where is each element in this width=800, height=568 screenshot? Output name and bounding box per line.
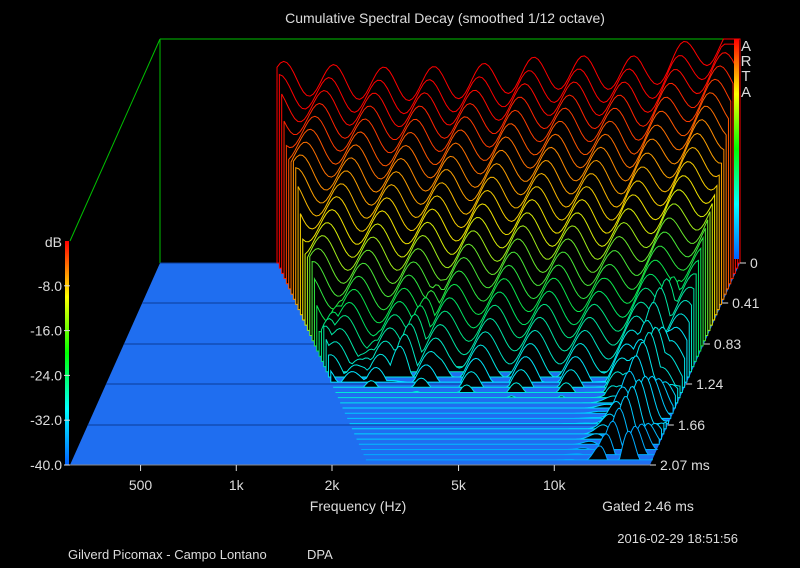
y-axis-label: dB [45,234,62,250]
x-axis-ticks: 500 1k 2k 5k 10k [129,465,567,493]
time-tick-label: 2.07 ms [660,457,710,473]
brand-letter-r: R [741,53,752,70]
y-tick-label: -32.0 [30,412,62,428]
brand-letter-t: T [741,68,750,85]
x-tick-label: 2k [325,477,341,493]
x-tick-label: 500 [129,477,153,493]
x-tick-label: 5k [451,477,467,493]
brand-letter-a1: A [741,38,751,55]
brand-letter-a2: A [741,84,751,101]
y-tick-label: -16.0 [30,323,62,339]
x-axis-label: Frequency (Hz) [310,498,406,514]
x-tick-label: 1k [229,477,245,493]
decay-slices [276,38,741,466]
back-frame-edge-2 [69,38,161,242]
decay-slice [361,420,659,450]
time-tick-label: 1.66 [678,417,705,433]
decay-slice [363,425,655,456]
time-tick-label: 0.83 [714,336,741,352]
footer-timestamp: 2016-02-29 18:51:56 [617,531,738,546]
colorbar-left [65,241,69,465]
footer-device: Gilverd Picomax - Campo Lontano [68,547,267,562]
time-tick-label: 0.41 [732,295,759,311]
decay-slice [365,430,653,461]
y-axis-ticks: -8.0 -16.0 -24.0 -32.0 -40.0 [30,278,70,473]
time-tick-label: 1.24 [696,376,723,392]
decay-slice [325,300,693,373]
gated-label: Gated 2.46 ms [602,498,694,514]
colorbar-right [734,39,739,259]
decay-slice [323,286,695,368]
time-axis-ticks: 0 0.41 0.83 1.24 1.66 2.07 ms [650,255,760,473]
footer-mic: DPA [307,547,333,562]
y-tick-label: -40.0 [30,457,62,473]
y-tick-label: -24.0 [30,367,62,383]
back-frame [69,38,740,263]
chart-title: Cumulative Spectral Decay (smoothed 1/12… [285,10,605,26]
x-tick-label: 10k [543,477,567,493]
y-tick-label: -8.0 [38,278,62,294]
time-tick-label: 0 [750,255,758,271]
